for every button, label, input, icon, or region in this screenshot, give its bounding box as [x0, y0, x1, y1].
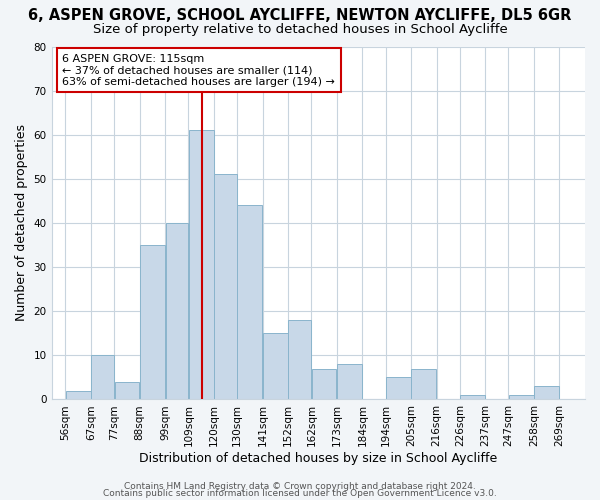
Bar — [460, 395, 485, 400]
Bar — [66, 390, 91, 400]
Text: 6, ASPEN GROVE, SCHOOL AYCLIFFE, NEWTON AYCLIFFE, DL5 6GR: 6, ASPEN GROVE, SCHOOL AYCLIFFE, NEWTON … — [28, 8, 572, 22]
Bar — [91, 356, 114, 400]
Bar — [140, 245, 165, 400]
Bar — [337, 364, 362, 400]
Bar — [166, 223, 188, 400]
Bar — [535, 386, 559, 400]
Text: 6 ASPEN GROVE: 115sqm
← 37% of detached houses are smaller (114)
63% of semi-det: 6 ASPEN GROVE: 115sqm ← 37% of detached … — [62, 54, 335, 87]
Bar — [311, 368, 337, 400]
Bar — [115, 382, 139, 400]
Bar — [189, 130, 214, 400]
Text: Size of property relative to detached houses in School Aycliffe: Size of property relative to detached ho… — [92, 22, 508, 36]
Bar — [412, 368, 436, 400]
X-axis label: Distribution of detached houses by size in School Aycliffe: Distribution of detached houses by size … — [139, 452, 497, 465]
Bar — [509, 395, 533, 400]
Bar — [238, 206, 262, 400]
Text: Contains public sector information licensed under the Open Government Licence v3: Contains public sector information licen… — [103, 489, 497, 498]
Y-axis label: Number of detached properties: Number of detached properties — [15, 124, 28, 322]
Bar — [214, 174, 237, 400]
Bar — [289, 320, 311, 400]
Text: Contains HM Land Registry data © Crown copyright and database right 2024.: Contains HM Land Registry data © Crown c… — [124, 482, 476, 491]
Bar — [263, 334, 288, 400]
Bar — [386, 378, 410, 400]
